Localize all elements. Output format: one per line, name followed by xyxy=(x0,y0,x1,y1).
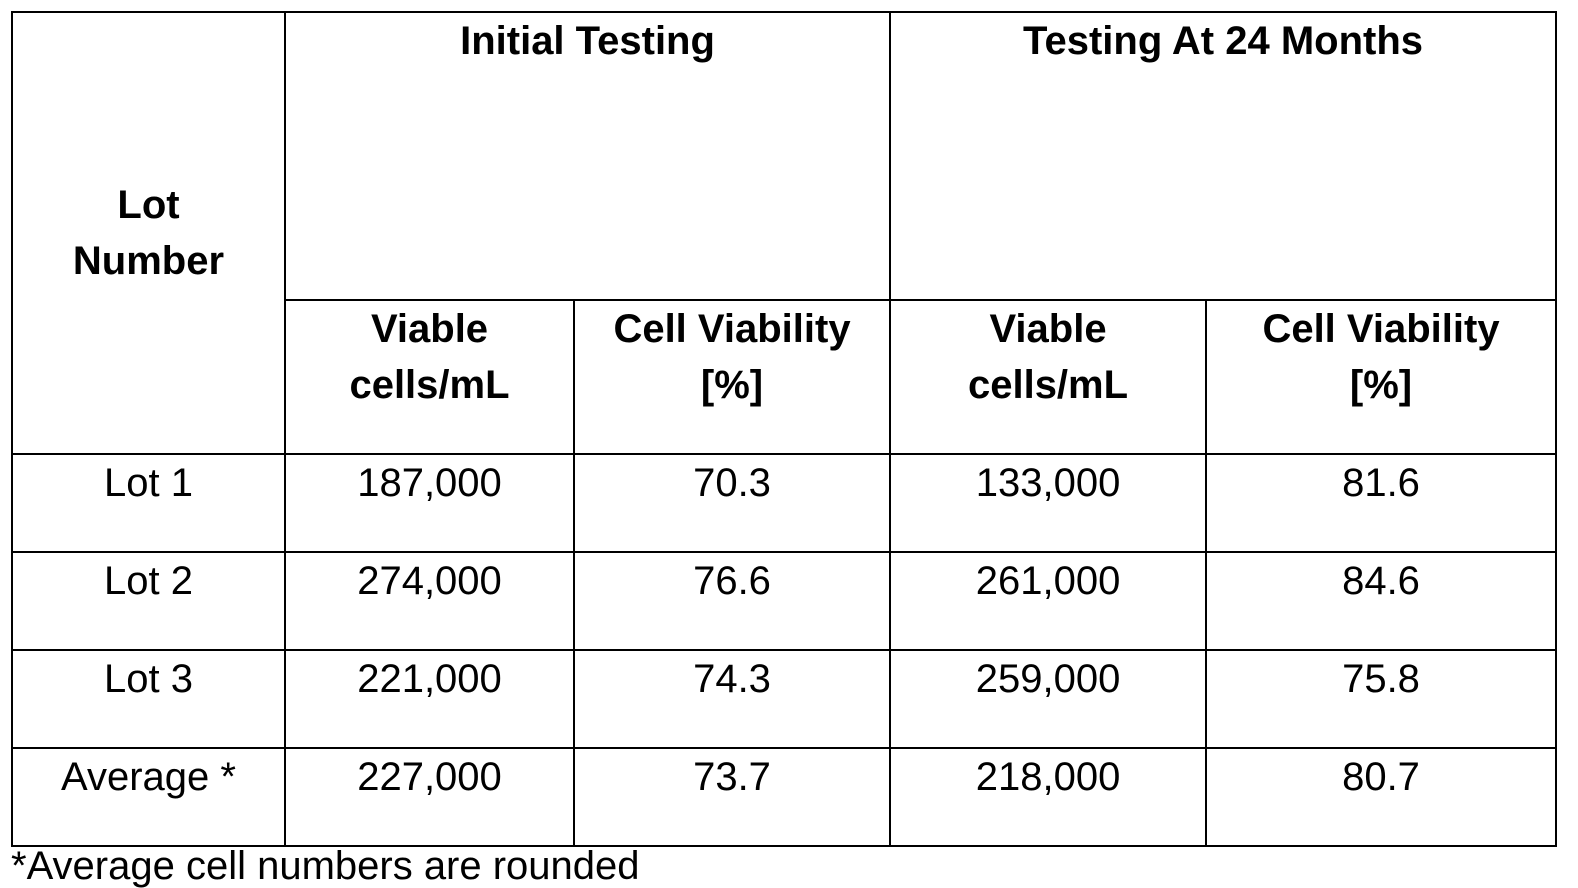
initial-cell-viability: 70.3 xyxy=(572,453,892,553)
lot-label: Lot 1 xyxy=(11,453,286,553)
sub-header-line: [%] xyxy=(1349,363,1413,407)
sub-header-line: Viable xyxy=(370,307,489,351)
sub-header-row: Viable cells/mL Cell Viability [%] Viabl… xyxy=(12,299,1558,455)
average-row: Average * 227,000 73.7 218,000 80.7 xyxy=(11,747,1558,847)
sub-header-line: cells/mL xyxy=(967,363,1129,407)
month24-viable-cells: 218,000 xyxy=(889,747,1208,847)
viability-table: Lot Number Initial Testing Testing At 24… xyxy=(11,11,1558,847)
lot-header-line-1: Lot xyxy=(117,183,180,227)
initial-cell-viability: 73.7 xyxy=(572,747,892,847)
sub-header-line: Viable xyxy=(989,307,1107,351)
month24-viable-cells: 261,000 xyxy=(889,551,1208,651)
month24-cell-viability: 80.7 xyxy=(1205,747,1558,847)
lot-label: Lot 3 xyxy=(11,649,286,749)
lot-label: Average * xyxy=(11,747,286,847)
group-header-label: Testing At 24 Months xyxy=(1023,19,1424,63)
sub-header-line: Cell Viability xyxy=(613,307,851,351)
group-header-row: Lot Number Initial Testing Testing At 24… xyxy=(11,11,1558,455)
initial-viable-cells: 227,000 xyxy=(284,747,575,847)
initial-viable-cells-header: Viable cells/mL xyxy=(284,299,575,455)
initial-viable-cells: 221,000 xyxy=(284,649,575,749)
sub-header-line: [%] xyxy=(700,363,764,407)
sub-header-line: Cell Viability xyxy=(1262,307,1500,351)
testing-24-months-header: Testing At 24 Months xyxy=(889,11,1558,301)
initial-viable-cells: 187,000 xyxy=(284,453,575,553)
initial-cell-viability: 76.6 xyxy=(572,551,892,651)
lot-label: Lot 2 xyxy=(11,551,286,651)
table-row: Lot 2 274,000 76.6 261,000 84.6 xyxy=(11,551,1558,651)
month24-cell-viability: 75.8 xyxy=(1205,649,1558,749)
month24-cell-viability-header: Cell Viability [%] xyxy=(1205,299,1558,455)
table-row: Lot 3 221,000 74.3 259,000 75.8 xyxy=(11,649,1558,749)
initial-viable-cells: 274,000 xyxy=(284,551,575,651)
group-header-label: Initial Testing xyxy=(460,19,715,63)
lot-number-header: Lot Number xyxy=(11,11,286,455)
initial-testing-header: Initial Testing xyxy=(283,11,892,301)
month24-cell-viability: 84.6 xyxy=(1205,551,1558,651)
month24-viable-cells: 133,000 xyxy=(889,453,1208,553)
month24-cell-viability: 81.6 xyxy=(1205,453,1558,553)
month24-viable-cells-header: Viable cells/mL xyxy=(889,299,1208,455)
sub-header-line: cells/mL xyxy=(349,363,510,407)
footnote: *Average cell numbers are rounded xyxy=(11,844,640,888)
table-row: Lot 1 187,000 70.3 133,000 81.6 xyxy=(11,453,1558,553)
initial-cell-viability-header: Cell Viability [%] xyxy=(572,299,892,455)
initial-cell-viability: 74.3 xyxy=(572,649,892,749)
lot-header-line-2: Number xyxy=(72,239,225,283)
month24-viable-cells: 259,000 xyxy=(889,649,1208,749)
